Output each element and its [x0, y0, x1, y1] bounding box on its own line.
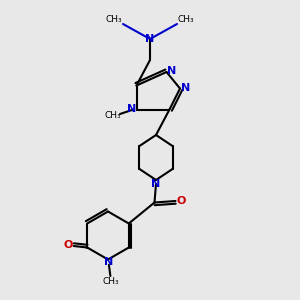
Text: O: O	[177, 196, 186, 206]
Text: N: N	[128, 104, 136, 115]
Text: N: N	[152, 179, 160, 189]
Text: N: N	[181, 82, 190, 93]
Text: N: N	[167, 66, 176, 76]
Text: CH₃: CH₃	[103, 278, 120, 286]
Text: N: N	[146, 34, 154, 44]
Text: CH₃: CH₃	[104, 111, 121, 120]
Text: N: N	[104, 257, 113, 267]
Text: O: O	[63, 240, 72, 250]
Text: CH₃: CH₃	[106, 15, 122, 24]
Text: CH₃: CH₃	[178, 15, 194, 24]
